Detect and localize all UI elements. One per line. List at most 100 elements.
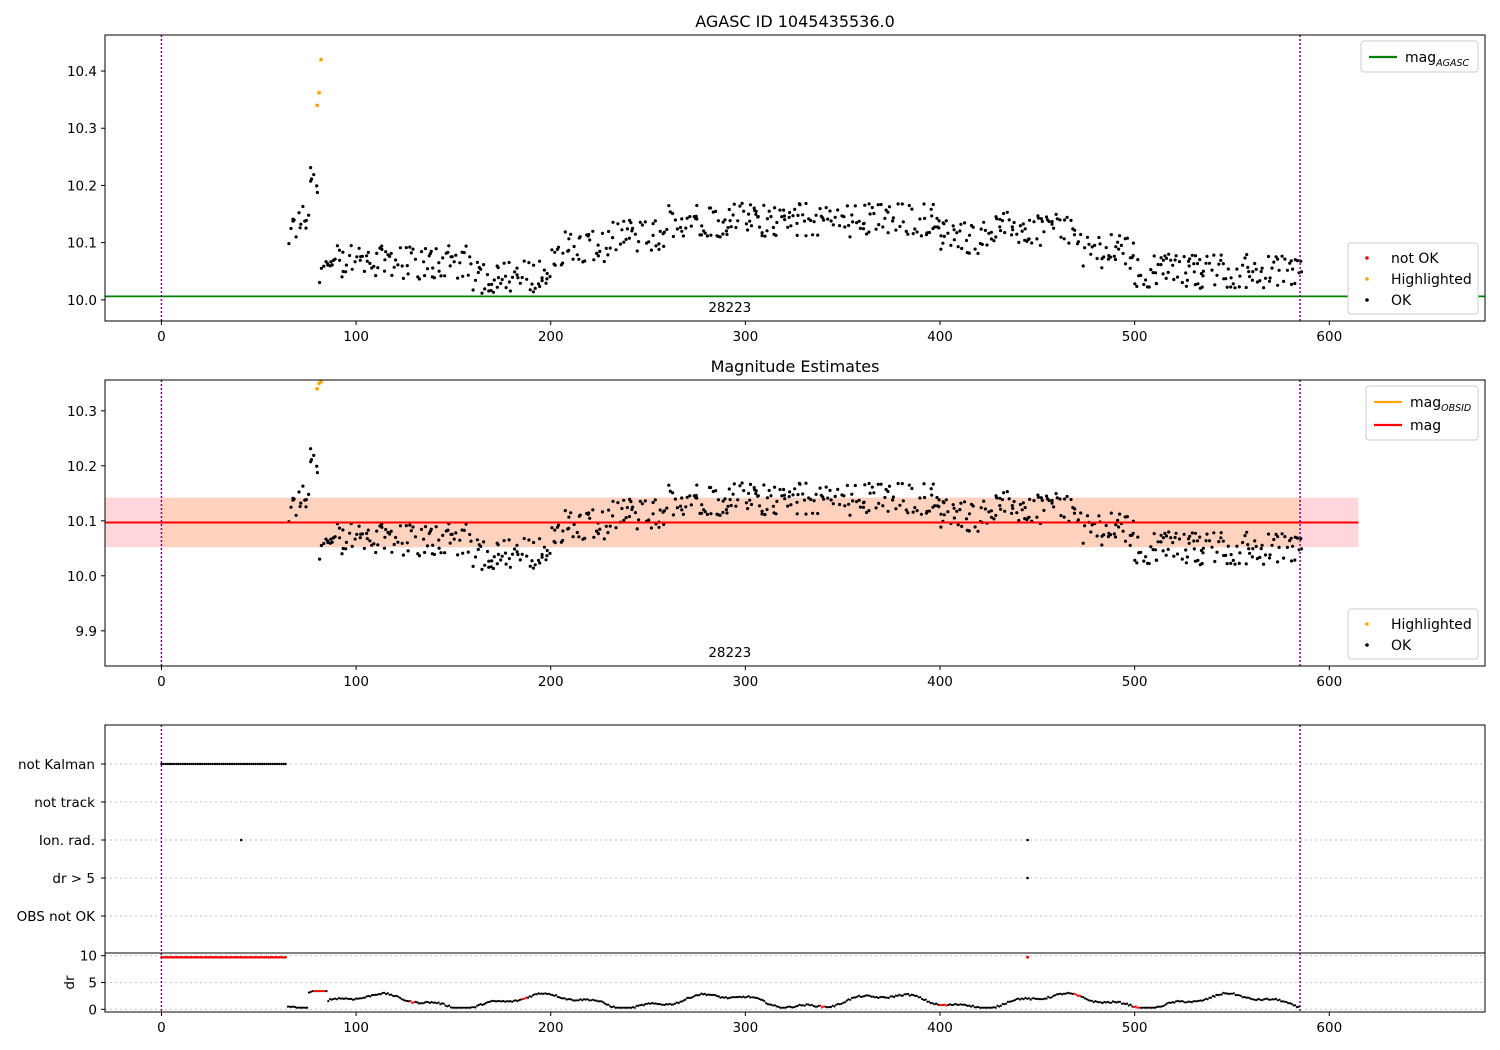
dr-point [728, 996, 731, 1000]
dr-point [589, 999, 593, 1002]
dr-high-point [198, 955, 202, 959]
flag-point [235, 762, 238, 766]
ok-point [630, 229, 634, 233]
ok-point [769, 494, 773, 498]
ok-point [333, 535, 337, 539]
ok-point [437, 269, 441, 273]
dr-point [1175, 1000, 1178, 1003]
ok-point [1186, 259, 1191, 263]
dr-point [1076, 994, 1080, 998]
dr-point [453, 1006, 456, 1009]
ok-point [796, 213, 800, 217]
x-tick-label: 300 [732, 674, 758, 690]
x-tick-label: 0 [157, 1020, 166, 1036]
ok-point [611, 236, 615, 240]
dr-point [893, 996, 896, 999]
ok-point [292, 497, 296, 501]
dr-point [428, 1001, 431, 1005]
ok-point [842, 494, 846, 498]
dr-point [835, 1003, 838, 1006]
ok-point [843, 225, 847, 229]
dr-high-point [273, 955, 277, 959]
dr-point [1115, 1001, 1118, 1004]
dr-point [943, 1003, 947, 1006]
ok-point [796, 493, 800, 497]
ok-point [561, 261, 565, 265]
dr-point [875, 995, 878, 999]
ok-point [1184, 561, 1188, 565]
ok-point [1083, 524, 1087, 528]
dr-point [1024, 996, 1027, 1000]
dr-point [831, 1004, 834, 1007]
ok-point [1270, 543, 1274, 547]
ok-point [726, 504, 730, 508]
legend-label: OK [1391, 293, 1412, 309]
ok-point [1017, 240, 1021, 244]
ok-point [748, 203, 753, 207]
flag-point [205, 762, 208, 766]
ok-point [782, 487, 786, 492]
flag-point [179, 762, 182, 766]
dr-point [719, 996, 722, 999]
ok-point [883, 495, 887, 500]
ok-point [1267, 556, 1272, 560]
ok-point [482, 540, 486, 544]
dr-point [307, 991, 311, 994]
dr-point [889, 995, 892, 998]
ok-point [736, 219, 740, 223]
ok-point [1238, 274, 1242, 278]
ok-point [901, 499, 905, 503]
dr-point [1259, 998, 1262, 1001]
ok-point [828, 209, 832, 213]
ok-point [863, 203, 867, 207]
ok-point [443, 274, 447, 278]
dr-point [1050, 996, 1053, 999]
ok-point [1210, 545, 1214, 549]
dr-point [679, 1000, 682, 1003]
dr-high-point [262, 955, 266, 959]
dr-point [328, 998, 332, 1001]
dr-point [1017, 997, 1020, 1000]
dr-point [1113, 1000, 1116, 1004]
ok-point [1005, 210, 1009, 214]
dr-point [819, 1004, 822, 1007]
ok-point [671, 234, 676, 239]
ok-point [930, 493, 934, 497]
ok-point [362, 269, 366, 273]
ok-point [428, 252, 432, 256]
ok-point [292, 218, 296, 222]
ok-point [553, 541, 557, 545]
ok-point [1121, 251, 1125, 256]
ok-point [746, 507, 750, 511]
dr-point [1288, 1002, 1292, 1005]
ok-point [814, 492, 818, 496]
dr-point [469, 1006, 472, 1009]
dr-point [596, 1000, 600, 1003]
dr-point [553, 994, 556, 997]
ok-point [372, 264, 376, 268]
ok-point [816, 233, 820, 237]
dr-high-point [187, 955, 191, 959]
ok-point [734, 504, 738, 508]
dr-point [539, 992, 542, 995]
ok-point [1153, 548, 1158, 552]
ok-point [1038, 243, 1042, 247]
ok-point [400, 264, 404, 268]
ok-point [624, 516, 628, 520]
x-tick-label: 500 [1122, 674, 1148, 690]
dr-point [1096, 1000, 1099, 1004]
ok-point [756, 494, 760, 498]
ok-point [1042, 230, 1046, 234]
ok-point [315, 471, 319, 475]
dr-point [987, 1006, 990, 1009]
dr-point [484, 1002, 487, 1005]
dr-point [495, 1000, 498, 1003]
legend-dot-swatch [1365, 256, 1369, 260]
ok-point [1161, 272, 1165, 276]
ok-point [658, 229, 662, 233]
ok-point [1169, 536, 1173, 540]
ok-point [1026, 516, 1030, 520]
dr-point [887, 996, 890, 1000]
dr-high-point [275, 955, 279, 959]
dr-point [977, 1005, 980, 1009]
